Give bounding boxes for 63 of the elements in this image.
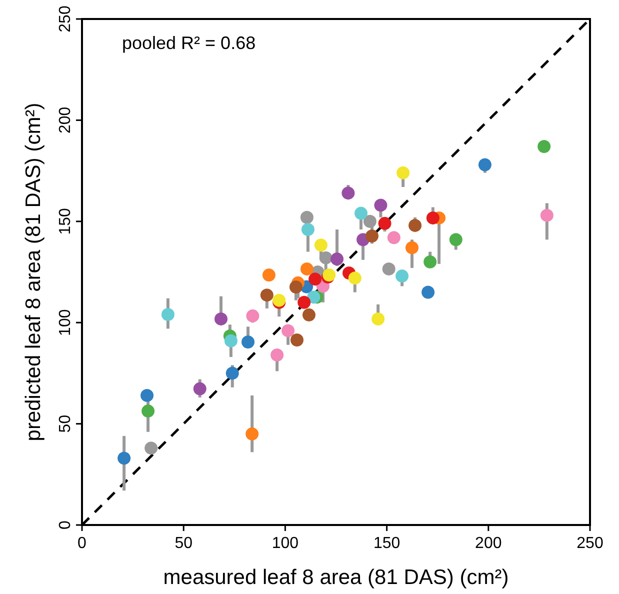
y-tick-label: 150 xyxy=(57,208,74,235)
y-tick-label: 250 xyxy=(57,6,74,32)
point xyxy=(348,272,362,285)
x-tick-label: 100 xyxy=(272,535,299,552)
point xyxy=(426,211,440,224)
point xyxy=(289,280,302,294)
x-tick-label: 0 xyxy=(78,535,87,552)
point xyxy=(540,208,554,222)
x-tick-label: 150 xyxy=(373,535,400,552)
point xyxy=(301,222,314,236)
point xyxy=(246,427,259,440)
point xyxy=(300,210,314,224)
point xyxy=(365,229,378,242)
point xyxy=(214,312,228,326)
point xyxy=(387,231,400,244)
point xyxy=(282,324,295,338)
point xyxy=(193,382,206,396)
point xyxy=(382,262,396,276)
x-axis-title: measured leaf 8 area (81 DAS) (cm²) xyxy=(163,566,509,589)
y-tick-label: 100 xyxy=(57,309,74,336)
point xyxy=(449,233,462,246)
y-axis-title: predicted leaf 8 area (81 DAS) (cm²) xyxy=(22,102,45,442)
point xyxy=(224,334,238,348)
y-tick-label: 0 xyxy=(57,520,74,530)
point xyxy=(422,286,435,299)
point xyxy=(161,308,174,322)
point xyxy=(144,442,158,455)
point xyxy=(142,404,155,418)
point xyxy=(372,312,385,326)
point xyxy=(396,166,410,180)
point xyxy=(319,251,332,264)
point xyxy=(270,348,284,362)
point xyxy=(262,268,276,282)
point xyxy=(408,218,422,232)
point xyxy=(354,206,368,220)
point xyxy=(260,288,274,302)
point xyxy=(298,296,311,309)
point xyxy=(242,336,255,349)
point xyxy=(118,452,131,465)
point xyxy=(307,290,320,304)
point xyxy=(478,158,492,172)
y-tick-label: 200 xyxy=(57,106,74,134)
point xyxy=(140,388,154,402)
point xyxy=(538,140,551,154)
point xyxy=(314,238,328,252)
point xyxy=(226,366,239,380)
point xyxy=(330,252,344,266)
point xyxy=(246,309,260,322)
point xyxy=(308,272,322,286)
point xyxy=(405,241,418,254)
point xyxy=(290,334,304,347)
x-tick-label: 200 xyxy=(475,535,502,552)
y-tick-label: 50 xyxy=(57,414,74,433)
point xyxy=(374,198,388,212)
point xyxy=(424,255,437,268)
x-tick-label: 50 xyxy=(174,535,193,552)
point xyxy=(396,270,409,283)
point xyxy=(300,262,314,276)
annotation: pooled R² = 0.68 xyxy=(122,33,256,53)
x-tick-label: 250 xyxy=(576,535,604,552)
point xyxy=(342,186,355,200)
point xyxy=(302,308,316,322)
point xyxy=(363,214,376,228)
